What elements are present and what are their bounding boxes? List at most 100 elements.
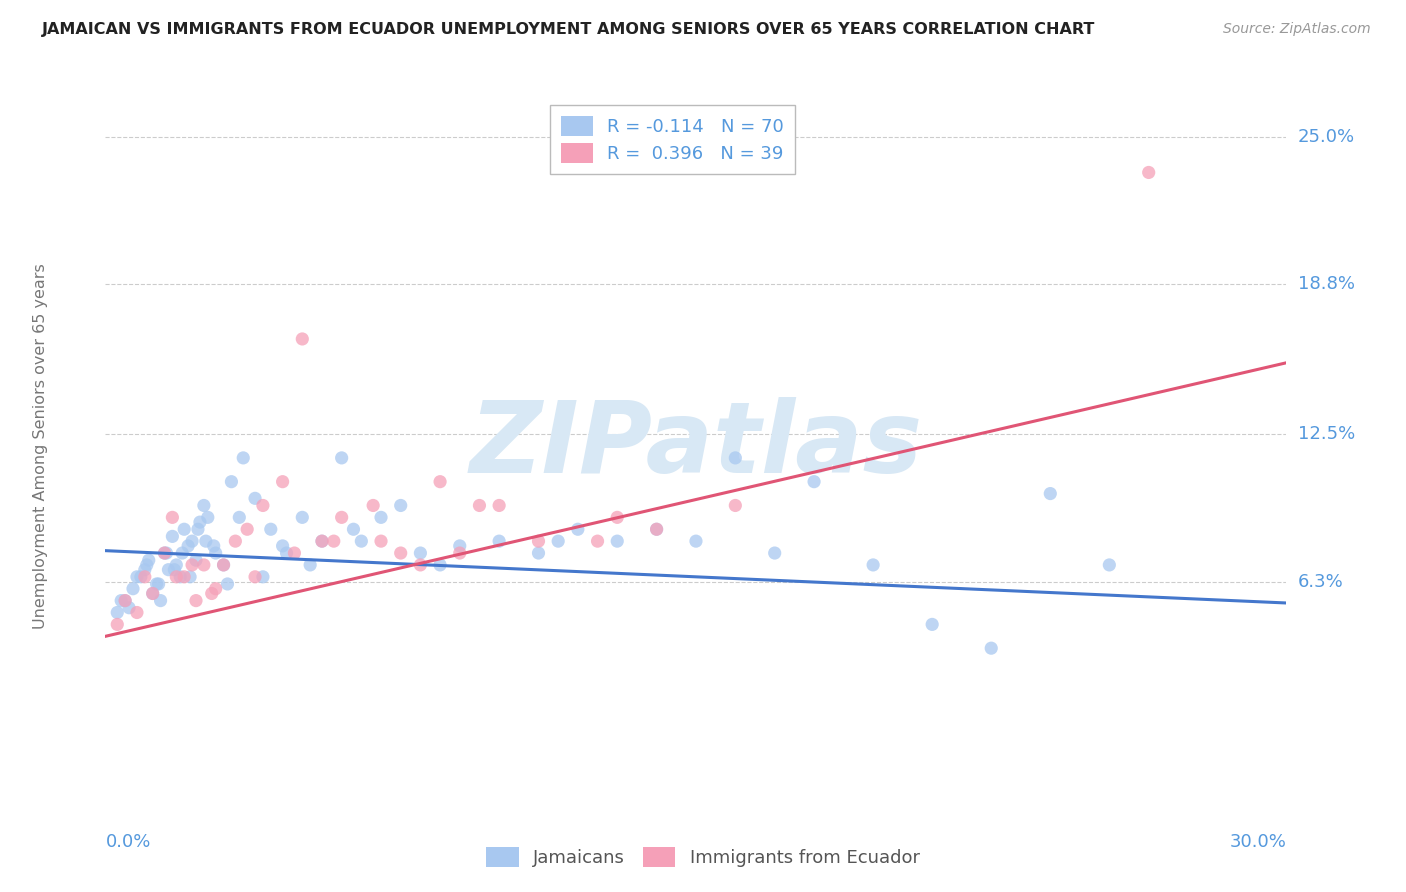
Point bbox=[449, 539, 471, 553]
Text: JAMAICAN VS IMMIGRANTS FROM ECUADOR UNEMPLOYMENT AMONG SENIORS OVER 65 YEARS COR: JAMAICAN VS IMMIGRANTS FROM ECUADOR UNEM… bbox=[42, 22, 1095, 37]
Point bbox=[232, 450, 254, 465]
Point bbox=[228, 510, 250, 524]
Point bbox=[177, 539, 200, 553]
Point bbox=[197, 510, 219, 524]
Point bbox=[606, 510, 628, 524]
Legend: R = -0.114   N = 70, R =  0.396   N = 39: R = -0.114 N = 70, R = 0.396 N = 39 bbox=[550, 105, 794, 174]
Point bbox=[724, 499, 747, 513]
Point bbox=[221, 475, 243, 489]
Point bbox=[105, 606, 128, 620]
Point bbox=[429, 475, 451, 489]
Point bbox=[105, 617, 128, 632]
Point bbox=[162, 529, 184, 543]
Point bbox=[291, 332, 314, 346]
Text: Source: ZipAtlas.com: Source: ZipAtlas.com bbox=[1223, 22, 1371, 37]
Point bbox=[134, 570, 156, 584]
Text: 18.8%: 18.8% bbox=[1298, 276, 1354, 293]
Point bbox=[243, 570, 266, 584]
Point bbox=[212, 558, 235, 572]
Point bbox=[179, 570, 201, 584]
Point bbox=[169, 570, 191, 584]
Point bbox=[188, 515, 211, 529]
Text: ZIPatlas: ZIPatlas bbox=[470, 398, 922, 494]
Point bbox=[330, 510, 353, 524]
Point bbox=[173, 570, 195, 584]
Point bbox=[212, 558, 235, 572]
Point bbox=[567, 522, 589, 536]
Point bbox=[389, 546, 412, 560]
Point bbox=[149, 593, 172, 607]
Point bbox=[311, 534, 333, 549]
Point bbox=[202, 539, 225, 553]
Point bbox=[449, 546, 471, 560]
Text: 25.0%: 25.0% bbox=[1298, 128, 1355, 145]
Point bbox=[155, 546, 177, 560]
Point bbox=[260, 522, 283, 536]
Point bbox=[527, 546, 550, 560]
Point bbox=[645, 522, 668, 536]
Text: 30.0%: 30.0% bbox=[1230, 833, 1286, 851]
Point bbox=[527, 534, 550, 549]
Point bbox=[252, 499, 274, 513]
Point bbox=[193, 558, 215, 572]
Point bbox=[165, 558, 187, 572]
Point bbox=[342, 522, 364, 536]
Point bbox=[330, 450, 353, 465]
Point bbox=[409, 558, 432, 572]
Point bbox=[763, 546, 786, 560]
Point bbox=[724, 450, 747, 465]
Point bbox=[586, 534, 609, 549]
Point bbox=[1098, 558, 1121, 572]
Point bbox=[921, 617, 943, 632]
Point bbox=[125, 606, 148, 620]
Point bbox=[110, 593, 132, 607]
Point bbox=[645, 522, 668, 536]
Point bbox=[252, 570, 274, 584]
Point bbox=[389, 499, 412, 513]
Point bbox=[125, 570, 148, 584]
Point bbox=[606, 534, 628, 549]
Point bbox=[350, 534, 373, 549]
Point bbox=[217, 577, 239, 591]
Point bbox=[193, 499, 215, 513]
Point bbox=[157, 563, 180, 577]
Point bbox=[187, 522, 209, 536]
Point bbox=[184, 593, 207, 607]
Point bbox=[118, 600, 141, 615]
Point bbox=[299, 558, 322, 572]
Point bbox=[361, 499, 384, 513]
Point bbox=[135, 558, 157, 572]
Point bbox=[322, 534, 344, 549]
Point bbox=[172, 546, 194, 560]
Point bbox=[488, 534, 510, 549]
Point bbox=[163, 563, 186, 577]
Text: 12.5%: 12.5% bbox=[1298, 425, 1355, 443]
Point bbox=[145, 577, 167, 591]
Point bbox=[685, 534, 707, 549]
Point bbox=[134, 563, 156, 577]
Point bbox=[271, 475, 294, 489]
Point bbox=[204, 546, 226, 560]
Point bbox=[204, 582, 226, 596]
Point bbox=[148, 577, 170, 591]
Point bbox=[370, 510, 392, 524]
Text: Unemployment Among Seniors over 65 years: Unemployment Among Seniors over 65 years bbox=[32, 263, 48, 629]
Point bbox=[1137, 165, 1160, 179]
Point bbox=[165, 570, 187, 584]
Point bbox=[468, 499, 491, 513]
Point bbox=[980, 641, 1002, 656]
Point bbox=[181, 534, 204, 549]
Point bbox=[173, 522, 195, 536]
Point bbox=[243, 491, 266, 506]
Point bbox=[862, 558, 884, 572]
Point bbox=[181, 558, 204, 572]
Point bbox=[370, 534, 392, 549]
Point bbox=[224, 534, 246, 549]
Point bbox=[138, 553, 160, 567]
Point bbox=[409, 546, 432, 560]
Point bbox=[153, 546, 176, 560]
Point bbox=[291, 510, 314, 524]
Point bbox=[184, 553, 207, 567]
Point bbox=[276, 546, 298, 560]
Point bbox=[283, 546, 305, 560]
